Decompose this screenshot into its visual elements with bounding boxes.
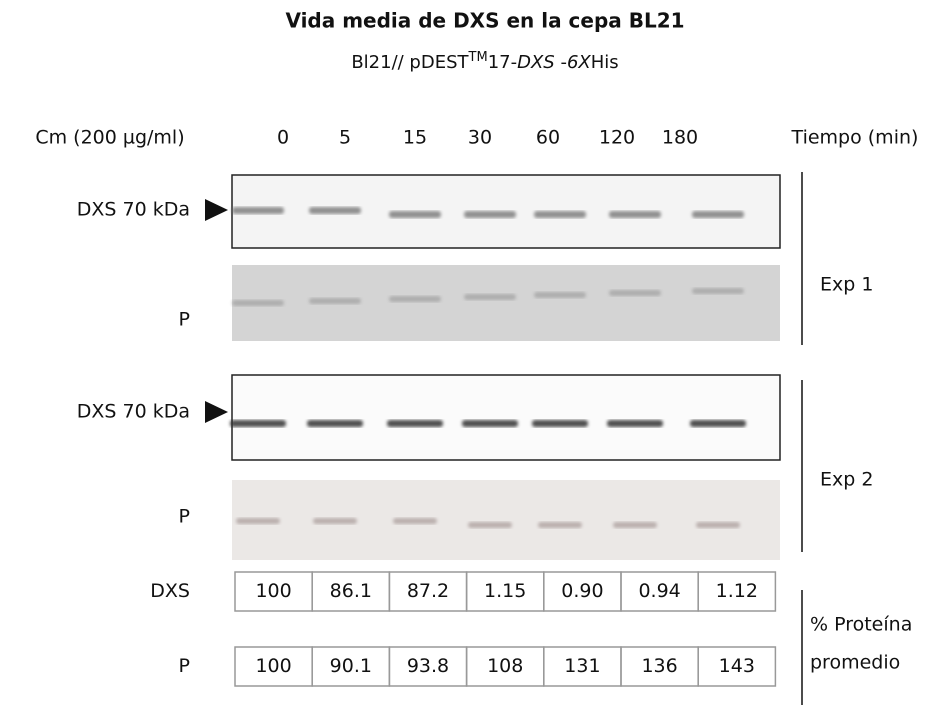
band-label: DXS 70 kDa <box>77 401 190 423</box>
band <box>609 290 661 296</box>
band <box>462 420 518 427</box>
time-point: 0 <box>277 127 289 149</box>
band <box>393 518 437 524</box>
band <box>230 420 286 427</box>
cell-value: 136 <box>641 655 677 677</box>
time-point: 120 <box>599 127 635 149</box>
cell-value: 0.94 <box>638 580 680 602</box>
cell-value: 93.8 <box>407 655 449 677</box>
band <box>609 211 661 218</box>
cell-value: 87.2 <box>407 580 449 602</box>
cell-value: 86.1 <box>330 580 372 602</box>
band <box>692 211 744 218</box>
band <box>464 211 516 218</box>
band <box>613 522 657 528</box>
time-point: 180 <box>662 127 698 149</box>
cell-value: 108 <box>487 655 523 677</box>
band <box>309 298 361 304</box>
cell-value: 1.12 <box>716 580 758 602</box>
figure: Vida media de DXS en la cepa BL21 Bl21//… <box>0 0 948 705</box>
loading-label: P <box>179 506 190 528</box>
time-label: Tiempo (min) <box>791 127 919 149</box>
band <box>389 296 441 302</box>
band <box>690 420 746 427</box>
time-point: 60 <box>536 127 560 149</box>
cell-value: 131 <box>564 655 600 677</box>
condition-label: Cm (200 µg/ml) <box>35 127 184 149</box>
band <box>313 518 357 524</box>
band-label: DXS 70 kDa <box>77 199 190 221</box>
cell-value: 90.1 <box>330 655 372 677</box>
cell-value: 1.15 <box>484 580 526 602</box>
cell-value: 143 <box>719 655 755 677</box>
blot-dxs <box>232 375 780 460</box>
band <box>387 420 443 427</box>
band <box>232 207 284 214</box>
cell-value: 100 <box>255 655 291 677</box>
band <box>389 211 441 218</box>
subtitle-part: Bl21// pDEST <box>351 52 469 73</box>
arrow <box>205 199 228 221</box>
row-label: P <box>179 655 190 677</box>
band <box>309 207 361 214</box>
experiment-label: Exp 1 <box>820 274 873 296</box>
band <box>538 522 582 528</box>
subtitle-superscript: TM <box>468 50 488 65</box>
table-caption: % Proteína <box>810 614 912 636</box>
cell-value: 0.90 <box>561 580 603 602</box>
band <box>696 522 740 528</box>
time-point: 5 <box>339 127 351 149</box>
title: Vida media de DXS en la cepa BL21 <box>285 9 684 33</box>
table-caption: promedio <box>810 652 900 674</box>
band <box>236 518 280 524</box>
row-label: DXS <box>150 580 190 602</box>
subtitle-gene: DXS <box>517 52 555 73</box>
band <box>532 420 588 427</box>
loading-label: P <box>179 309 190 331</box>
subtitle-tag: 6X <box>567 52 591 73</box>
cell-value: 100 <box>255 580 291 602</box>
band <box>534 211 586 218</box>
band <box>464 294 516 300</box>
subtitle: Bl21// pDESTTM17-DXS -6XHis <box>351 50 618 74</box>
experiment-label: Exp 2 <box>820 469 873 491</box>
band <box>468 522 512 528</box>
time-point: 15 <box>403 127 427 149</box>
band <box>307 420 363 427</box>
subtitle-part: His <box>591 52 619 73</box>
subtitle-part: - <box>555 52 567 73</box>
subtitle-part: 17- <box>488 52 517 73</box>
band <box>692 288 744 294</box>
band <box>607 420 663 427</box>
arrow <box>205 401 228 423</box>
band <box>534 292 586 298</box>
time-point: 30 <box>468 127 492 149</box>
band <box>232 300 284 306</box>
